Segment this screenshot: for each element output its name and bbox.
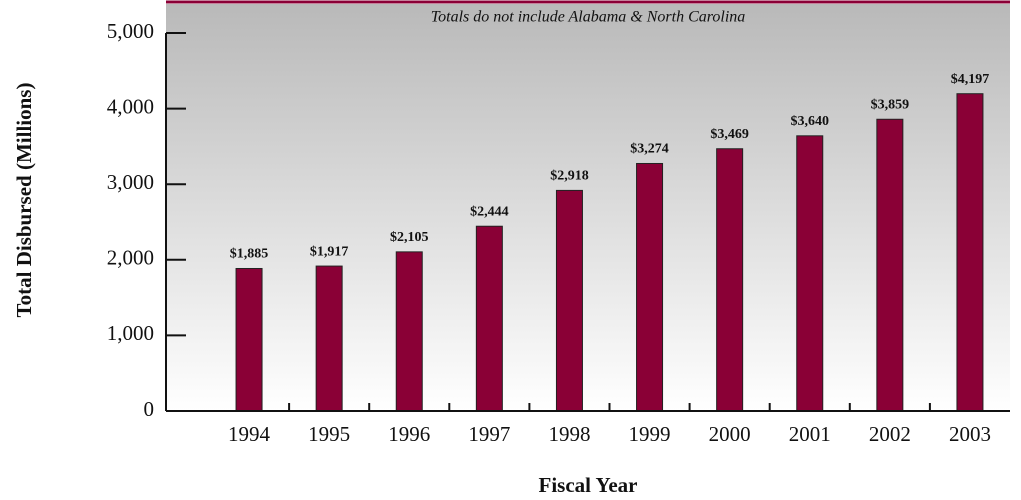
y-tick-label: 5,000 [107,19,154,43]
bar [716,148,744,412]
x-tick-label: 1995 [308,422,350,446]
x-tick-label: 1996 [388,422,430,446]
bar [876,118,904,412]
data-label: $3,640 [791,114,830,129]
bar [475,225,503,412]
data-label: $4,197 [951,72,990,87]
data-label: $2,444 [470,204,509,219]
y-tick-label: 4,000 [107,94,154,118]
y-tick-label: 0 [144,397,155,421]
y-tick-label: 1,000 [107,321,154,345]
x-tick-label: 2003 [949,422,991,446]
x-tick-label: 1997 [468,422,510,446]
x-tick-label: 1999 [629,422,671,446]
bar [315,265,343,412]
bar [555,189,583,412]
bar [636,162,664,412]
x-tick-label: 1994 [228,422,271,446]
data-label: $3,274 [630,142,669,157]
x-tick-label: 2001 [789,422,831,446]
bar [235,267,263,412]
x-tick-label: 2002 [869,422,911,446]
chart-subtitle: Totals do not include Alabama & North Ca… [431,9,746,26]
y-axis-title: Total Disbursed (Millions) [12,83,36,318]
x-axis-title: Fiscal Year [539,473,638,497]
data-label: $1,917 [310,244,349,259]
data-label: $2,105 [390,230,429,245]
data-label: $3,859 [871,97,910,112]
data-label: $3,469 [710,127,749,142]
bar [956,93,984,412]
data-label: $2,918 [550,169,589,184]
x-tick-label: 2000 [709,422,751,446]
x-tick-label: 1998 [548,422,590,446]
data-label: $1,885 [230,247,269,262]
plot-background [166,4,1010,411]
bar [395,251,423,412]
y-tick-label: 3,000 [107,170,154,194]
bar [796,135,824,412]
y-tick-label: 2,000 [107,246,154,270]
